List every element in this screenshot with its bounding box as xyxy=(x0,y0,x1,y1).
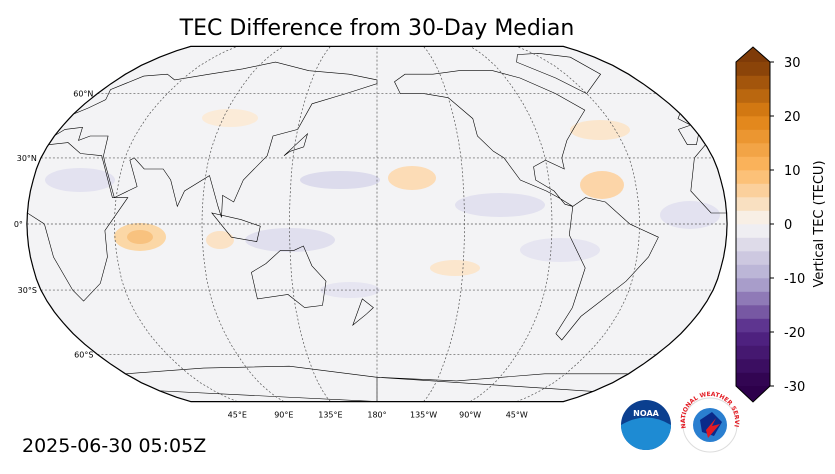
colorbar-band xyxy=(736,62,770,76)
coastline xyxy=(283,132,309,156)
lat-label: 0° xyxy=(14,220,23,229)
colorbar-band xyxy=(736,291,770,306)
coastline xyxy=(26,142,129,302)
lat-label: 60°S xyxy=(74,350,93,359)
colorbar-band xyxy=(736,129,770,144)
coastline xyxy=(211,212,261,242)
colorbar-extend-top xyxy=(736,47,770,62)
lat-label: 30°N xyxy=(17,154,37,163)
lat-label: 60°N xyxy=(73,90,93,99)
graticule xyxy=(26,46,728,402)
lon-label: 135°W xyxy=(410,411,437,420)
colorbar-band xyxy=(736,359,770,373)
colorbar-band xyxy=(736,197,770,211)
colorbar-band xyxy=(736,264,770,279)
colorbar-band xyxy=(736,116,770,130)
colorbar-band xyxy=(736,305,770,319)
meridian xyxy=(470,46,553,402)
colorbar-band xyxy=(736,278,770,292)
noaa-logo: NOAA xyxy=(621,400,671,450)
colorbar-band xyxy=(736,143,770,157)
meridian xyxy=(201,46,284,402)
noaa-text: NOAA xyxy=(633,409,659,418)
colorbar: -30 -20 -10 0 10 20 30 xyxy=(735,46,805,403)
colorbar-band xyxy=(736,102,770,117)
meridian xyxy=(114,46,238,402)
coastline xyxy=(0,71,5,207)
colorbar-tick-label: -20 xyxy=(784,326,805,341)
colorbar-tick-label: 0 xyxy=(784,218,792,233)
colorbar-tick-label: -10 xyxy=(784,272,805,287)
colorbar-band xyxy=(736,89,770,103)
colorbar-band xyxy=(736,345,770,360)
meridian xyxy=(423,46,465,402)
colorbar-extend-bottom xyxy=(736,386,770,402)
colorbar-tick-label: 10 xyxy=(784,164,801,179)
colorbar-label: Vertical TEC (TECU) xyxy=(812,160,827,287)
lon-label: 135°E xyxy=(318,411,342,420)
lat-label: 30°S xyxy=(18,286,37,295)
colorbar-band xyxy=(736,156,770,171)
lon-label: 45°E xyxy=(228,411,247,420)
lon-label: 90°E xyxy=(274,411,293,420)
coastline xyxy=(251,245,327,308)
map xyxy=(0,46,728,402)
colorbar-band xyxy=(736,237,770,252)
colorbar-band xyxy=(736,170,770,184)
coastline xyxy=(555,197,659,341)
colorbar-tick-label: 20 xyxy=(784,110,801,125)
lon-label: 180° xyxy=(367,411,386,420)
colorbar-band xyxy=(736,75,770,90)
coastline xyxy=(394,70,586,207)
colorbar-tick-label: 30 xyxy=(784,56,801,71)
timestamp: 2025-06-30 05:05Z xyxy=(22,435,206,457)
colorbar-band xyxy=(736,372,770,387)
lon-label: 45°W xyxy=(506,411,528,420)
coastline xyxy=(352,298,374,327)
meridian xyxy=(516,46,640,402)
coastline xyxy=(29,61,378,218)
colorbar-tick-label: -30 xyxy=(784,380,805,395)
lon-label: 90°W xyxy=(459,411,481,420)
title: TEC Difference from 30-Day Median xyxy=(179,16,575,41)
colorbar-band xyxy=(736,318,770,333)
colorbar-band xyxy=(736,251,770,265)
colorbar-band xyxy=(736,332,770,346)
colorbar-band xyxy=(736,210,770,225)
colorbar-band xyxy=(736,183,770,198)
map-outline xyxy=(26,45,728,403)
colorbar-band xyxy=(736,224,770,238)
meridian xyxy=(289,46,331,402)
anomaly-field xyxy=(45,109,720,298)
coastline xyxy=(516,52,602,94)
